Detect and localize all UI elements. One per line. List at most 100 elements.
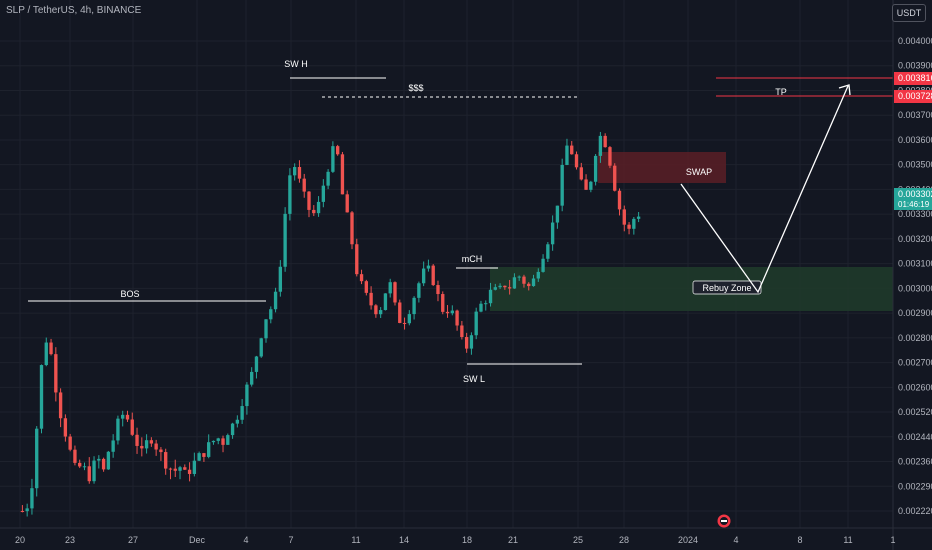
candle-body bbox=[622, 209, 626, 225]
y-tick-label: 0.002290 bbox=[898, 481, 932, 491]
projection-arrowhead bbox=[838, 84, 851, 96]
candle-body bbox=[101, 458, 106, 470]
candle-body bbox=[211, 440, 216, 443]
x-tick-label: 7 bbox=[288, 535, 293, 545]
candle-body bbox=[441, 294, 445, 312]
candle-body bbox=[407, 314, 411, 324]
price-label-box bbox=[894, 188, 932, 210]
candle-body bbox=[560, 164, 564, 206]
candle-body bbox=[44, 342, 48, 366]
x-tick-label: Dec bbox=[189, 535, 206, 545]
x-tick-label: 21 bbox=[508, 535, 518, 545]
y-tick-label: 0.002360 bbox=[898, 457, 932, 467]
price-label-countdown: 01:46:19 bbox=[898, 200, 930, 209]
tradingview-logo-icon[interactable] bbox=[717, 514, 731, 528]
candle-body bbox=[350, 212, 354, 245]
candle-body bbox=[627, 224, 631, 229]
candle-body bbox=[632, 218, 636, 229]
candle-body bbox=[226, 435, 230, 445]
candle-body bbox=[393, 282, 397, 303]
x-tick-label: 1 bbox=[890, 535, 895, 545]
candle-body bbox=[63, 418, 68, 437]
candle-body bbox=[187, 469, 192, 474]
candle-body bbox=[417, 283, 421, 298]
candle-body bbox=[245, 384, 249, 407]
candle-body bbox=[345, 194, 349, 213]
candle-body bbox=[398, 302, 402, 323]
y-tick-label: 0.002700 bbox=[898, 358, 932, 368]
candle-body bbox=[197, 453, 201, 461]
candle-body bbox=[527, 283, 531, 287]
candle-body bbox=[484, 303, 488, 305]
y-tick-label: 0.003600 bbox=[898, 135, 932, 145]
candle-body bbox=[164, 452, 168, 469]
candle-body bbox=[135, 434, 139, 446]
mch-label: mCH bbox=[462, 254, 483, 264]
candle-body bbox=[259, 338, 263, 357]
candle-body bbox=[479, 303, 483, 312]
y-tick-label: 0.003000 bbox=[898, 283, 932, 293]
candle-body bbox=[436, 285, 440, 295]
candle-body bbox=[202, 453, 206, 457]
candle-body bbox=[522, 276, 526, 284]
candle-body bbox=[159, 449, 163, 453]
candle-body bbox=[230, 423, 235, 436]
candle-body bbox=[426, 265, 431, 269]
candle-body bbox=[603, 135, 607, 148]
price-label-box bbox=[894, 90, 932, 103]
candle-body bbox=[383, 293, 388, 311]
rebuy-label-box bbox=[692, 280, 762, 295]
x-axis[interactable]: 20 23 27 Dec 4 7 11 14 18 21 25 28 2024 4 8 11 1 bbox=[0, 527, 932, 545]
candle-body bbox=[297, 167, 302, 179]
candles bbox=[20, 131, 641, 517]
candle-body bbox=[570, 145, 574, 155]
candle-body bbox=[87, 466, 91, 482]
candle-body bbox=[302, 178, 306, 192]
x-tick-label: 28 bbox=[619, 535, 629, 545]
candle-body bbox=[20, 511, 25, 512]
x-tick-label: 20 bbox=[15, 535, 25, 545]
x-tick-label: 4 bbox=[243, 535, 248, 545]
candle-body bbox=[598, 135, 603, 156]
annotations: BOS SW H $$$ mCH SW L SWAP Rebuy Zone TP bbox=[28, 59, 893, 384]
price-label-box bbox=[894, 72, 932, 85]
candle-body bbox=[54, 354, 58, 393]
candle-body bbox=[555, 205, 560, 223]
candle-body bbox=[111, 440, 115, 452]
rebuy-label: Rebuy Zone bbox=[702, 283, 751, 293]
candle-body bbox=[546, 244, 550, 259]
candle-body bbox=[574, 154, 579, 168]
candle-body bbox=[412, 297, 416, 315]
y-tick-label: 0.004000 bbox=[898, 36, 932, 46]
candle-body bbox=[565, 145, 569, 165]
candle-body bbox=[316, 201, 321, 214]
candle-body bbox=[445, 311, 450, 314]
candle-body bbox=[312, 209, 316, 214]
candle-body bbox=[183, 467, 187, 470]
candle-body bbox=[283, 213, 287, 267]
candle-body bbox=[498, 285, 502, 288]
zones bbox=[490, 152, 893, 311]
candle-body bbox=[464, 337, 469, 349]
price-label-value: 0.003728 bbox=[898, 91, 932, 101]
candle-body bbox=[593, 155, 598, 182]
bos-label: BOS bbox=[120, 289, 139, 299]
candle-body bbox=[35, 428, 39, 489]
rebuy-zone bbox=[490, 267, 893, 311]
x-tick-label: 14 bbox=[399, 535, 409, 545]
y-tick-label: 0.003300 bbox=[898, 209, 932, 219]
liquidity-label: $$$ bbox=[408, 83, 423, 93]
sw-h-label: SW H bbox=[284, 59, 308, 69]
candle-body bbox=[125, 414, 130, 420]
candle-body bbox=[335, 146, 340, 155]
candle-body bbox=[178, 467, 182, 471]
candle-body bbox=[192, 460, 197, 474]
candle-body bbox=[168, 468, 173, 470]
candle-body bbox=[149, 440, 154, 444]
currency-button[interactable]: USDT bbox=[892, 4, 926, 22]
candle-body bbox=[469, 335, 474, 349]
x-tick-label: 23 bbox=[65, 535, 75, 545]
candle-body bbox=[58, 392, 63, 419]
